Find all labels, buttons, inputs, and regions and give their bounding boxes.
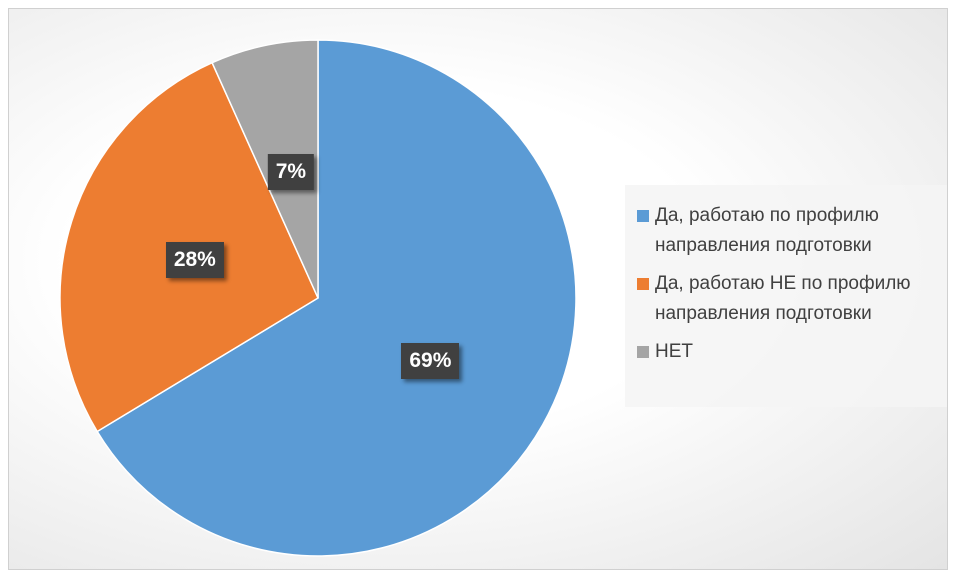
legend: Да, работаю по профилю направления подго… xyxy=(625,185,947,407)
pie-slice xyxy=(211,39,319,299)
legend-label: Да, работаю НЕ по профилю направления по… xyxy=(655,273,911,324)
chart-area: Да, работаю по профилю направления подго… xyxy=(8,8,948,570)
legend-swatch xyxy=(637,210,649,222)
legend-item: Да, работаю по профилю направления подго… xyxy=(637,201,947,261)
legend-swatch xyxy=(637,346,649,358)
legend-item: Да, работаю НЕ по профилю направления по… xyxy=(637,269,947,329)
data-label: 69% xyxy=(401,343,460,380)
legend-item: НЕТ xyxy=(637,337,947,367)
legend-label: НЕТ xyxy=(655,341,693,362)
pie-slice xyxy=(96,39,577,557)
legend-label: Да, работаю по профилю направления подго… xyxy=(655,205,879,256)
data-label: 7% xyxy=(267,153,315,190)
legend-swatch xyxy=(637,278,649,290)
data-label: 28% xyxy=(165,241,224,278)
